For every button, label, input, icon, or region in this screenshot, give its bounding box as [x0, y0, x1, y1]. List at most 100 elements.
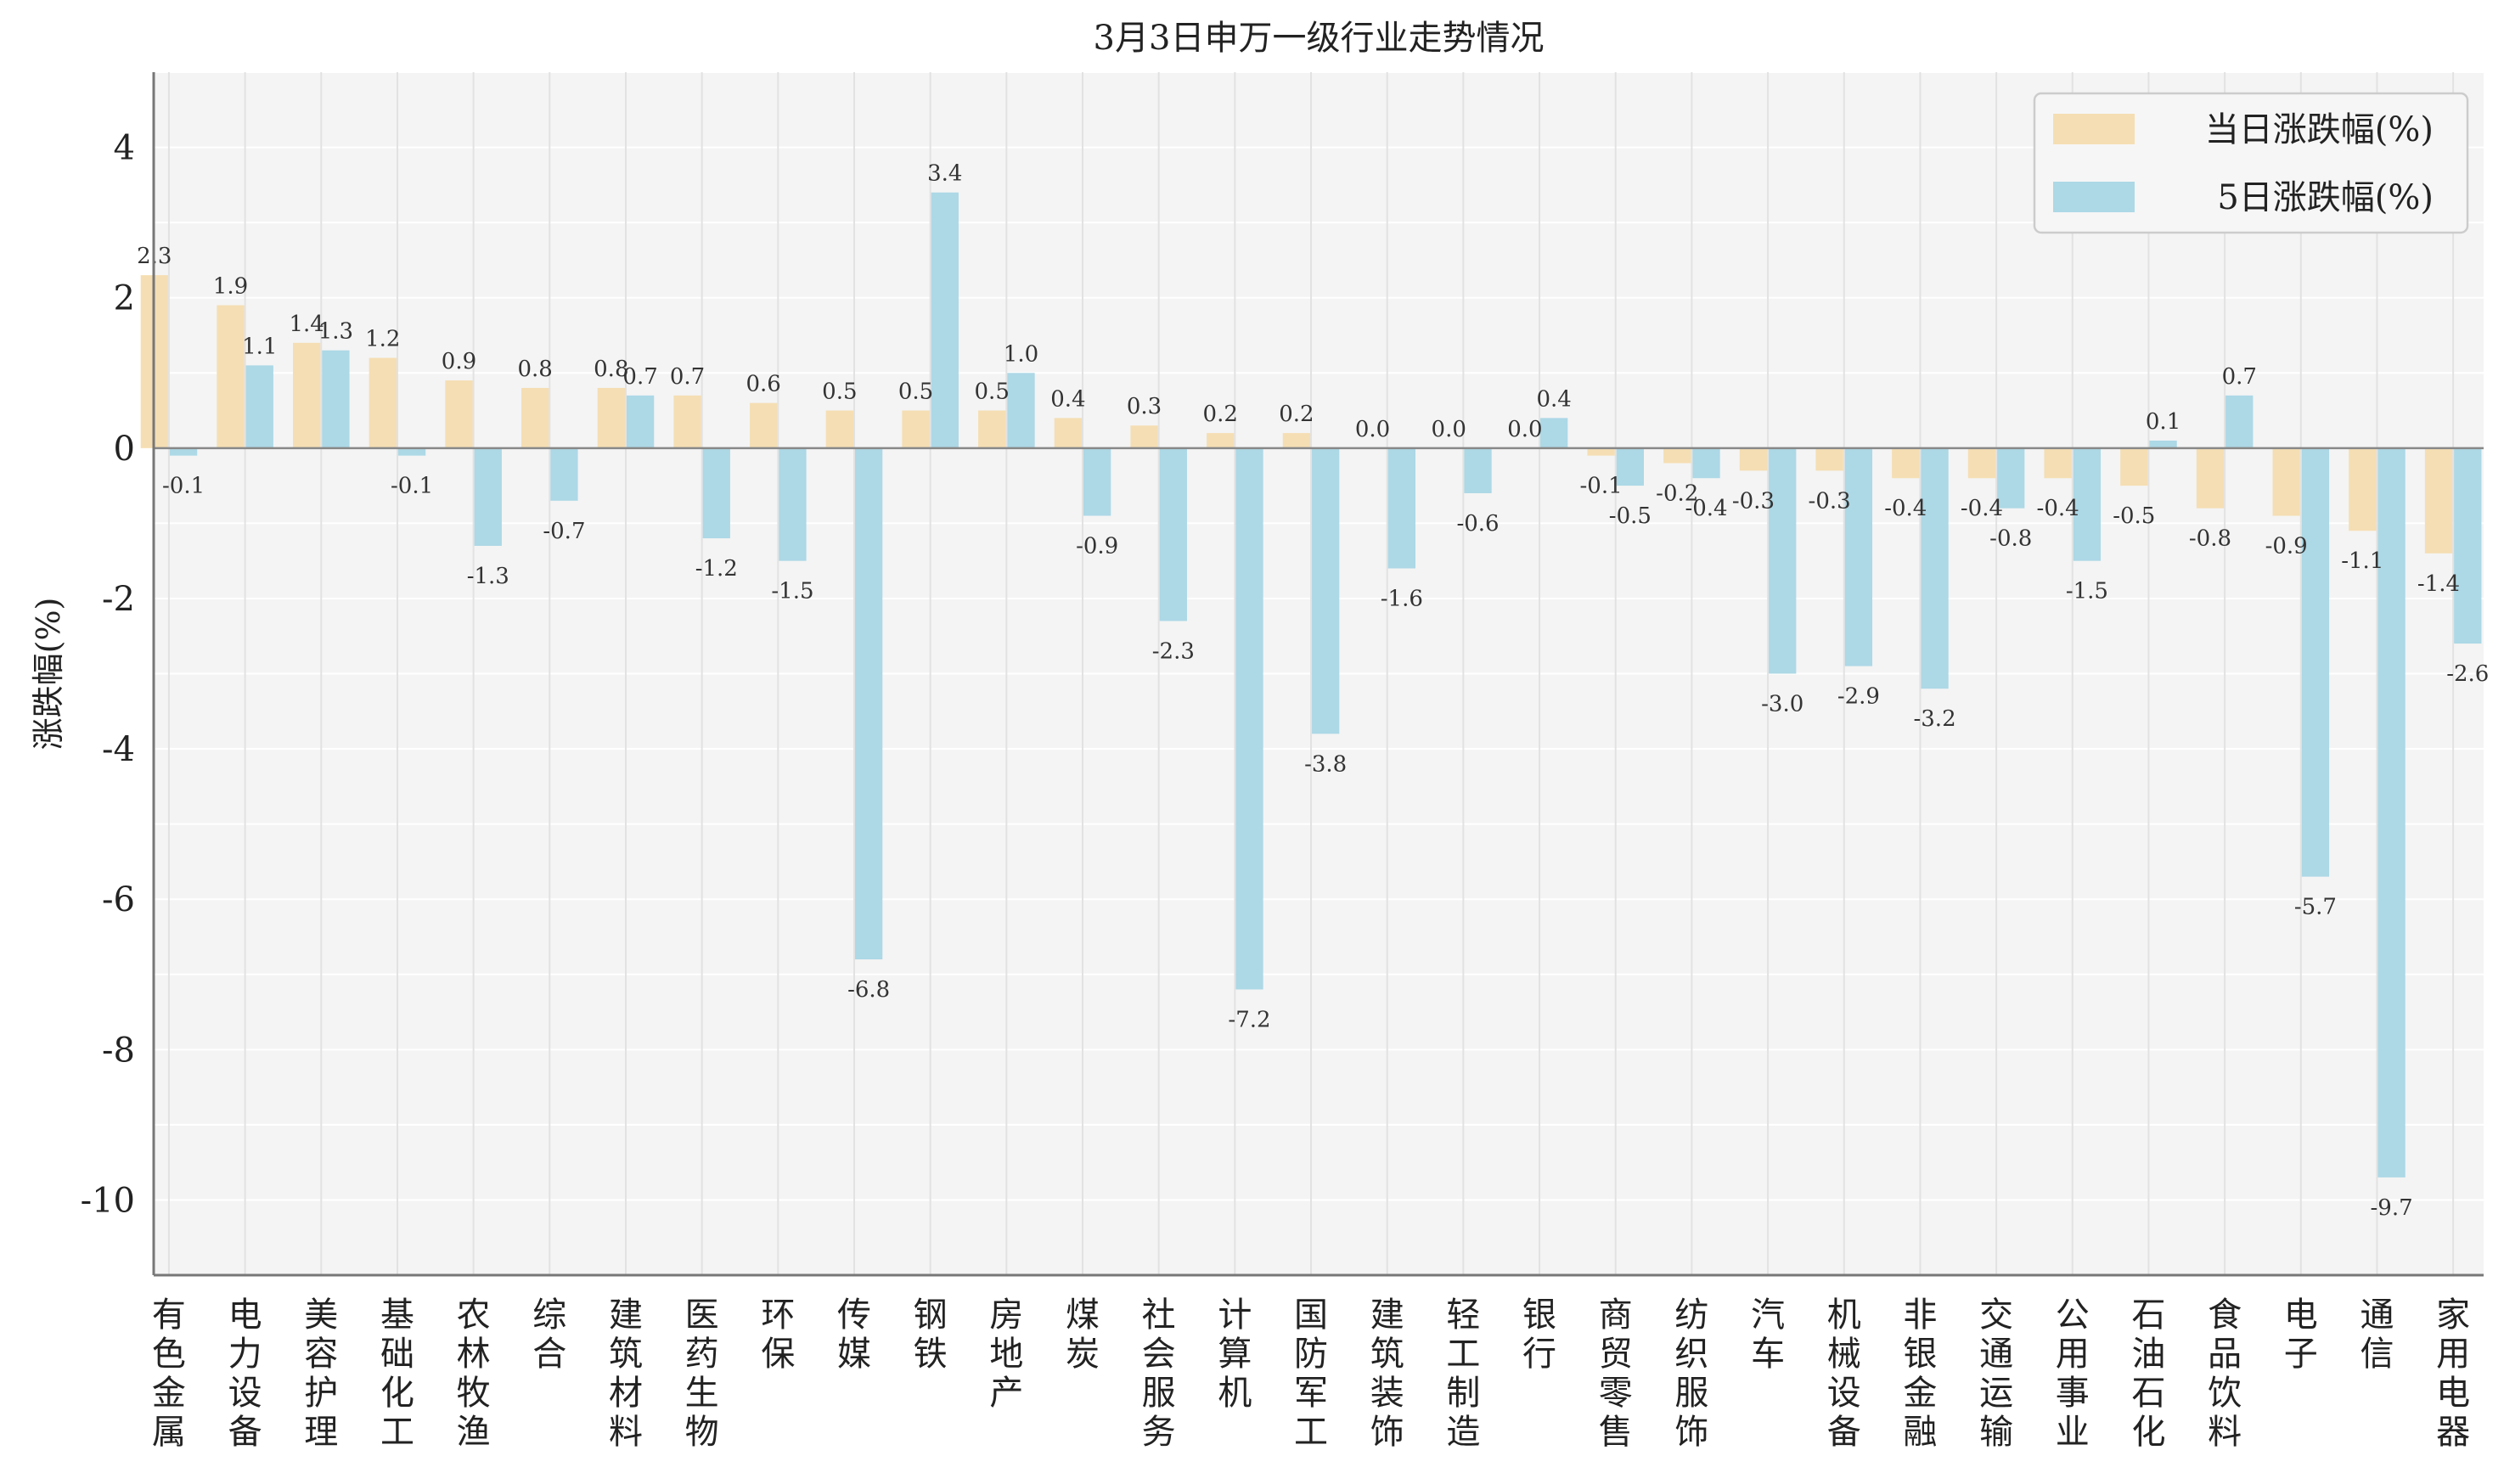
bar: [169, 447, 198, 456]
bar: [978, 410, 1006, 448]
data-label: 1.9: [213, 274, 248, 300]
legend-box: [2033, 92, 2469, 234]
bar: [1892, 447, 1920, 479]
data-label: 0.5: [975, 379, 1010, 405]
data-label: -5.7: [2294, 895, 2337, 920]
bar: [1054, 418, 1083, 448]
data-label: 1.1: [242, 334, 277, 359]
bar: [931, 192, 959, 448]
data-labels-group: 2.31.91.41.20.90.80.80.70.60.50.50.50.40…: [137, 161, 2489, 1221]
data-label: 0.4: [1537, 386, 1572, 412]
x-tick-label: 钢铁: [914, 1296, 948, 1374]
data-label: -1.4: [2417, 571, 2460, 597]
x-tick-label: 综合: [532, 1296, 566, 1374]
x-tick-label: 石油石化: [2131, 1296, 2165, 1452]
data-label: 3.4: [927, 161, 962, 187]
bar: [702, 447, 730, 539]
x-tick-label: 传媒: [837, 1296, 871, 1374]
bar: [1130, 425, 1158, 448]
bar: [2225, 395, 2254, 448]
bar: [1739, 447, 1768, 471]
data-label: 0.5: [898, 379, 933, 405]
x-tick-label: 交通运输: [1979, 1296, 2013, 1452]
bar: [397, 447, 426, 456]
y-tick-label: -8: [102, 1031, 135, 1070]
data-label: -0.3: [1809, 488, 1851, 514]
bar: [1692, 447, 1720, 479]
data-label: 0.2: [1279, 402, 1314, 427]
x-tick-label: 汽车: [1751, 1296, 1785, 1374]
x-tick-label: 建筑装饰: [1370, 1296, 1404, 1452]
data-label: -0.5: [2113, 503, 2155, 529]
data-label: -0.8: [1989, 526, 2032, 552]
bar: [292, 342, 321, 448]
data-label: -0.9: [1076, 534, 1118, 559]
x-tick-label: 电子: [2284, 1296, 2318, 1374]
bar: [626, 395, 655, 448]
x-tick-label: 环保: [761, 1296, 795, 1374]
data-label: -1.5: [2066, 579, 2108, 604]
y-tick-label: 4: [114, 129, 135, 168]
data-label: -0.3: [1732, 488, 1775, 514]
data-label: 1.2: [365, 327, 400, 352]
data-label: -0.1: [162, 474, 205, 499]
x-tick-label: 纺织服饰: [1674, 1296, 1708, 1452]
bar: [2044, 447, 2072, 479]
bar: [445, 380, 473, 448]
data-label: -3.0: [1761, 692, 1803, 717]
data-label: -0.1: [391, 474, 433, 499]
data-label: -1.5: [771, 579, 813, 604]
x-tick-label: 基础化工: [380, 1296, 414, 1452]
data-label: -0.5: [1609, 503, 1652, 529]
data-label: 0.8: [594, 357, 628, 382]
data-label: -1.3: [467, 564, 509, 589]
bar: [1663, 447, 1691, 464]
data-label: 0.0: [1507, 417, 1542, 442]
x-tick-label: 机械设备: [1827, 1296, 1861, 1452]
data-label: 0.7: [670, 364, 705, 390]
data-label: 0.0: [1355, 417, 1390, 442]
bar: [1083, 447, 1111, 516]
bar: [2377, 447, 2406, 1178]
bar: [1616, 447, 1645, 486]
data-label: 0.6: [746, 372, 780, 397]
x-tick-label: 通信: [2360, 1296, 2394, 1374]
legend-label: 5日涨跌幅(%): [2217, 178, 2434, 217]
x-tick-label: 食品饮料: [2208, 1296, 2242, 1452]
y-axis-label: 涨跌幅(%): [30, 598, 67, 750]
bar: [369, 357, 397, 448]
bar: [779, 447, 807, 561]
x-tick-label: 轻工制造: [1446, 1296, 1480, 1452]
x-tick-label: 医药生物: [685, 1296, 719, 1452]
bar: [2301, 447, 2330, 877]
data-label: -6.8: [847, 977, 890, 1003]
bar: [1159, 447, 1187, 621]
data-label: -1.6: [1381, 587, 1423, 612]
data-label: -0.4: [1884, 496, 1927, 521]
data-label: 1.3: [318, 319, 353, 345]
bar: [1997, 447, 2025, 509]
bar: [1921, 447, 1949, 689]
bar: [550, 447, 578, 501]
bar: [2424, 447, 2453, 554]
data-label: -0.7: [543, 519, 585, 544]
y-tick-labels: 4 2 0 -2 -4 -6 -8 -10: [81, 129, 135, 1221]
data-label: 1.0: [1004, 341, 1038, 367]
bar: [474, 447, 502, 546]
x-tick-label: 计算机: [1218, 1296, 1252, 1413]
bar: [2149, 440, 2177, 448]
bar: [322, 350, 350, 448]
data-label: 0.9: [442, 349, 476, 374]
x-tick-label: 房地产: [989, 1296, 1023, 1413]
data-label: -7.2: [1228, 1007, 1270, 1032]
y-tick-label: -4: [102, 730, 135, 769]
bar: [1464, 447, 1492, 493]
x-tick-label: 家用电器: [2436, 1296, 2470, 1452]
x-tick-label: 煤炭: [1066, 1296, 1100, 1374]
bar: [750, 402, 778, 448]
data-label: -3.2: [1913, 706, 1955, 732]
bar: [1844, 447, 1873, 666]
x-tick-label: 公用事业: [2056, 1296, 2090, 1452]
